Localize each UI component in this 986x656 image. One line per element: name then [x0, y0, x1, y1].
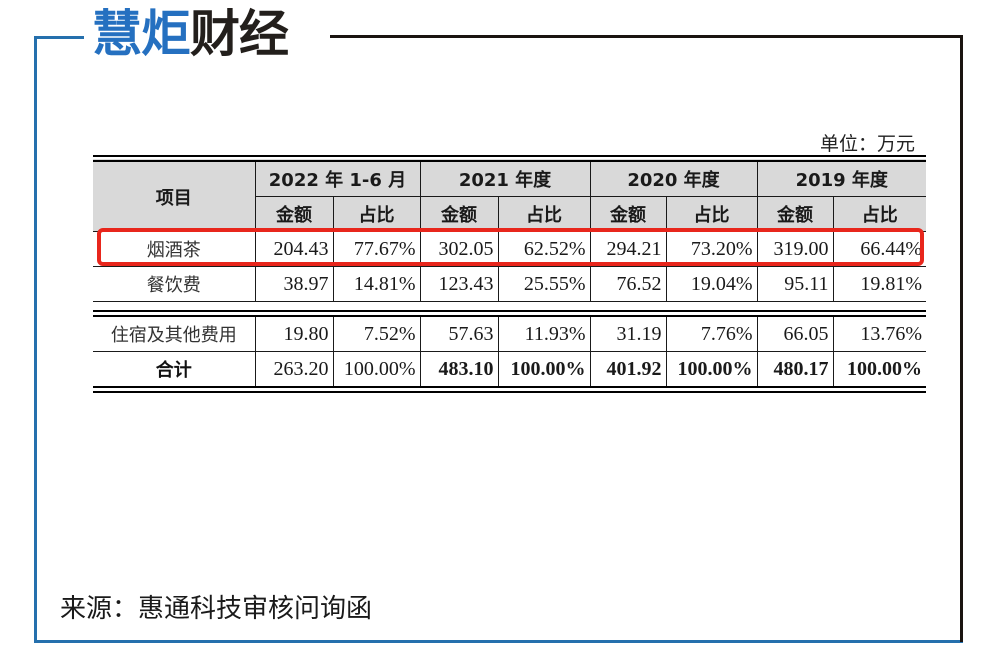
brand-logo: 慧炬 财经	[92, 4, 289, 64]
cell: 100.00%	[665, 351, 758, 393]
header-row-periods: 项目 2022 年 1-6 月 2021 年度 2020 年度 2019 年度	[93, 155, 926, 232]
cell: 263.20	[254, 351, 334, 393]
header-period: 2020 年度	[589, 155, 758, 197]
cell: 294.21	[589, 231, 667, 267]
header-ratio: 占比	[332, 196, 421, 232]
cell: 14.81%	[332, 266, 421, 302]
cell: 57.63	[419, 310, 499, 352]
cell: 19.04%	[665, 266, 758, 302]
table-gap	[93, 301, 926, 314]
frame-left-border	[34, 36, 37, 642]
frame-top-border-right	[330, 35, 963, 38]
cell: 66.05	[756, 310, 834, 352]
header-ratio: 占比	[497, 196, 591, 232]
table-row-lodging-other: 住宿及其他费用 19.80 7.52% 57.63 11.93% 31.19 7…	[93, 310, 926, 352]
table-row-tobacco-alcohol-tea: 烟酒茶 204.43 77.67% 302.05 62.52% 294.21 7…	[93, 231, 926, 267]
row-label: 住宿及其他费用	[93, 310, 256, 352]
cell: 483.10	[419, 351, 499, 393]
cell: 31.19	[589, 310, 667, 352]
header-amount: 金额	[419, 196, 499, 232]
cell: 73.20%	[665, 231, 758, 267]
header-amount: 金额	[255, 196, 334, 232]
header-ratio: 占比	[832, 196, 926, 232]
cell: 62.52%	[497, 231, 591, 267]
cell: 204.43	[254, 231, 334, 267]
cell: 480.17	[756, 351, 834, 393]
cell: 13.76%	[832, 310, 926, 352]
table-row-dining: 餐饮费 38.97 14.81% 123.43 25.55% 76.52 19.…	[93, 266, 926, 302]
cell: 302.05	[419, 231, 499, 267]
cell: 19.81%	[832, 266, 926, 302]
cell: 76.52	[589, 266, 667, 302]
logo-text-dark: 财经	[190, 5, 289, 63]
frame-right-border	[960, 35, 963, 642]
cell: 319.00	[756, 231, 834, 267]
header-period: 2022 年 1-6 月	[254, 155, 421, 197]
source-caption: 来源：惠通科技审核问询函	[60, 594, 373, 624]
cell: 66.44%	[832, 231, 926, 267]
cell: 100.00%	[832, 351, 926, 393]
header-amount: 金额	[589, 196, 667, 232]
cell: 11.93%	[497, 310, 591, 352]
cell: 401.92	[589, 351, 667, 393]
cell: 38.97	[254, 266, 334, 302]
cell: 77.67%	[332, 231, 421, 267]
logo-text-blue: 慧炬	[92, 5, 191, 63]
cell: 25.55%	[497, 266, 591, 302]
table-row-total: 合计 263.20 100.00% 483.10 100.00% 401.92 …	[93, 351, 926, 393]
row-label: 餐饮费	[93, 266, 256, 302]
header-ratio: 占比	[665, 196, 758, 232]
cell: 7.76%	[665, 310, 758, 352]
unit-label: 单位：万元	[820, 133, 916, 155]
header-amount: 金额	[756, 196, 834, 232]
row-label: 合计	[93, 351, 256, 393]
row-label: 烟酒茶	[93, 231, 256, 267]
frame-top-border-left	[34, 36, 84, 39]
cell: 100.00%	[497, 351, 591, 393]
cell: 100.00%	[332, 351, 421, 393]
gap-cell	[93, 301, 926, 314]
cell: 19.80	[254, 310, 334, 352]
header-item: 项目	[93, 155, 256, 232]
header-period: 2019 年度	[756, 155, 926, 197]
cell: 123.43	[419, 266, 499, 302]
cell: 7.52%	[332, 310, 421, 352]
cell: 95.11	[756, 266, 834, 302]
header-period: 2021 年度	[419, 155, 591, 197]
expense-table: 项目 2022 年 1-6 月 2021 年度 2020 年度 2019 年度 …	[93, 155, 926, 393]
frame-bottom-border	[34, 640, 963, 643]
